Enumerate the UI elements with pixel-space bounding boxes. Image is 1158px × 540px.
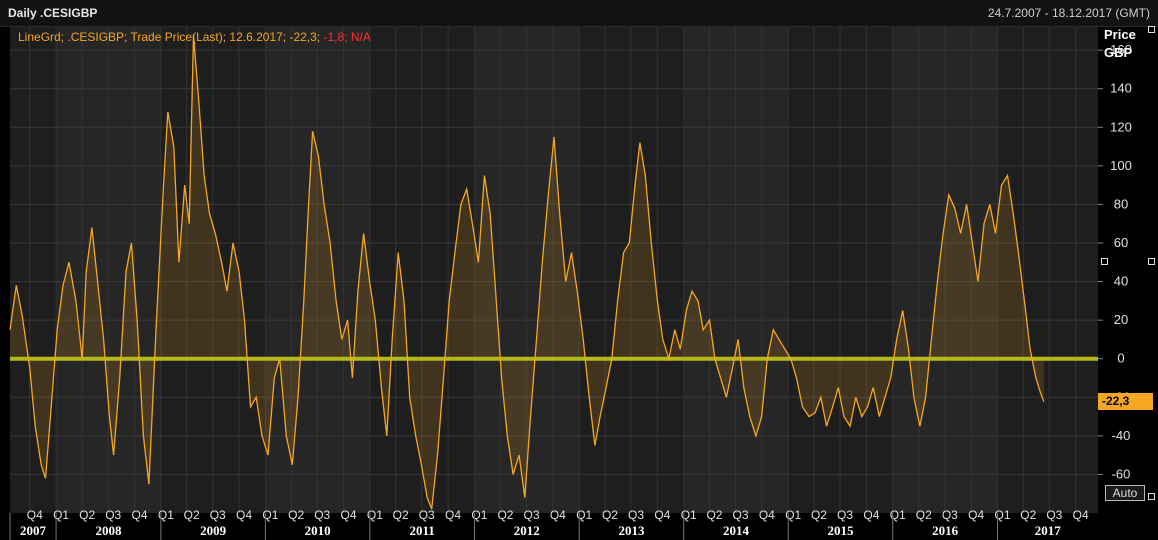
quarter-tick-label: Q4	[27, 508, 43, 522]
y-tick-label: 60	[1114, 235, 1128, 250]
quarter-tick-label: Q4	[1073, 508, 1089, 522]
year-label: 2012	[514, 523, 540, 538]
x-axis-quarter-ticks: Q4 Q1 Q2 Q3 Q4 Q1 Q2 Q3 Q4 Q1 Q2 Q3 Q4 Q1 Q2 Q3 Q4 Q1 Q2 Q3…	[27, 508, 1089, 522]
legend-label: LineGrd; .CESIGBP; Trade Price(Last); 12…	[18, 30, 324, 44]
quarter-tick-label: Q1	[158, 508, 174, 522]
axis-resize-handle-top[interactable]	[1101, 258, 1108, 265]
y-tick-label: 160	[1110, 42, 1132, 57]
quarter-tick-label: Q2	[79, 508, 95, 522]
y-axis-title-price: Price	[1104, 27, 1136, 42]
year-label: 2010	[305, 523, 331, 538]
quarter-tick-label: Q3	[837, 508, 853, 522]
y-tick-label: -40	[1112, 428, 1131, 443]
quarter-tick-label: Q2	[602, 508, 618, 522]
date-range: 24.7.2007 - 18.12.2017 (GMT)	[987, 6, 1150, 20]
quarter-tick-label: Q4	[968, 508, 984, 522]
quarter-tick-label: Q3	[628, 508, 644, 522]
y-tick-label: 80	[1114, 196, 1128, 211]
series-area	[10, 34, 1044, 510]
quarter-tick-label: Q2	[184, 508, 200, 522]
quarter-tick-label: Q4	[550, 508, 566, 522]
year-label: 2015	[827, 523, 854, 538]
last-value-marker: -22,3	[1098, 392, 1153, 410]
axis-resize-handle-bottom-right[interactable]	[1148, 493, 1155, 500]
year-label: 2008	[95, 523, 122, 538]
quarter-tick-label: Q2	[1020, 508, 1036, 522]
year-band	[10, 27, 57, 513]
quarter-tick-label: Q1	[367, 508, 383, 522]
quarter-tick-label: Q4	[759, 508, 775, 522]
auto-scale-button[interactable]: Auto	[1105, 485, 1145, 501]
y-tick-label: 20	[1114, 312, 1128, 327]
quarter-tick-label: Q3	[314, 508, 330, 522]
year-label: 2014	[723, 523, 750, 538]
series-line[interactable]	[9, 34, 1045, 510]
y-tick-label: 100	[1110, 158, 1132, 173]
quarter-tick-label: Q3	[210, 508, 226, 522]
quarter-tick-label: Q1	[785, 508, 801, 522]
quarter-tick-label: Q2	[811, 508, 827, 522]
quarter-tick-label: Q1	[890, 508, 906, 522]
quarter-tick-label: Q3	[733, 508, 749, 522]
quarter-tick-label: Q4	[863, 508, 879, 522]
axis-resize-handle-top-right[interactable]	[1148, 26, 1155, 33]
title-bar: Daily .CESIGBP 24.7.2007 - 18.12.2017 (G…	[0, 0, 1158, 27]
series-legend[interactable]: LineGrd; .CESIGBP; Trade Price(Last); 12…	[18, 30, 371, 44]
quarter-tick-label: Q4	[341, 508, 357, 522]
year-label: 2013	[618, 523, 645, 538]
quarter-tick-label: Q2	[288, 508, 304, 522]
quarter-tick-label: Q3	[419, 508, 435, 522]
year-label: 2009	[200, 523, 227, 538]
quarter-tick-label: Q4	[445, 508, 461, 522]
year-label: 2011	[410, 523, 435, 538]
quarter-tick-label: Q4	[132, 508, 148, 522]
y-axis-title-currency: GBP	[1104, 45, 1133, 60]
quarter-tick-label: Q2	[706, 508, 722, 522]
vertical-gridlines	[29, 27, 1077, 513]
quarter-tick-label: Q2	[393, 508, 409, 522]
legend-change: -1,8; N/A	[323, 30, 371, 44]
quarter-tick-label: Q3	[524, 508, 540, 522]
quarter-tick-label: Q4	[236, 508, 252, 522]
quarter-tick-label: Q1	[576, 508, 592, 522]
quarter-tick-label: Q3	[942, 508, 958, 522]
y-tick-label: 0	[1117, 351, 1124, 366]
quarter-tick-label: Q1	[53, 508, 69, 522]
y-tick-label: -60	[1112, 466, 1131, 481]
y-tick-label: 40	[1114, 274, 1128, 289]
quarter-tick-label: Q1	[994, 508, 1010, 522]
quarter-tick-label: Q2	[916, 508, 932, 522]
year-label: 2016	[932, 523, 959, 538]
year-label: 2007	[20, 523, 47, 538]
y-tick-label: 120	[1110, 119, 1132, 134]
chart-title: Daily .CESIGBP	[8, 6, 98, 20]
axis-resize-handle-right[interactable]	[1148, 258, 1155, 265]
quarter-tick-label: Q1	[681, 508, 697, 522]
quarter-tick-label: Q2	[497, 508, 513, 522]
quarter-tick-label: Q1	[471, 508, 487, 522]
y-axis-title: Price GBP	[1104, 26, 1136, 62]
year-label: 2017	[1035, 523, 1062, 538]
quarter-tick-label: Q1	[262, 508, 278, 522]
year-band	[997, 27, 1098, 513]
x-axis-year-labels: 2007 2008 2009 2010 2011 2012 2013 2014 2015 2016…	[9, 513, 1062, 540]
y-tick-label: 140	[1110, 81, 1132, 96]
quarter-tick-label: Q4	[654, 508, 670, 522]
quarter-tick-label: Q3	[1046, 508, 1062, 522]
quarter-tick-label: Q3	[105, 508, 121, 522]
